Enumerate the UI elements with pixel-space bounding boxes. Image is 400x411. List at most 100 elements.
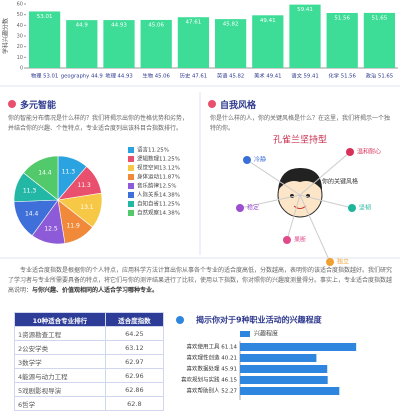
table-cell: 62.97 xyxy=(104,354,165,369)
node-label: 温和耐心 xyxy=(357,148,381,156)
y-tick-label: 喜欢帮助别人 52.27 xyxy=(187,387,238,395)
value-label: 53.01 xyxy=(37,14,53,20)
slice-label: 11.9 xyxy=(66,222,80,229)
bar xyxy=(240,376,328,384)
table-row: 6哲学 62.8 xyxy=(14,396,165,411)
table-cell: 4能源与动力工程 xyxy=(14,368,106,383)
node-dot xyxy=(346,148,354,156)
summary-text: 专业适合度指数是根据你的个人特点，应用科学方法计算出你从事各个专业的适合度高低，… xyxy=(8,267,393,294)
table-cell: 62.8 xyxy=(104,396,165,411)
x-tick-label: 英语 45.82 xyxy=(217,72,244,80)
legend-swatch xyxy=(128,210,134,216)
node-label: 冷静 xyxy=(254,156,266,164)
slice-label: 11.3 xyxy=(62,168,76,175)
x-tick-label: 政治 51.65 xyxy=(366,72,393,80)
legend-label: 语言11.25% xyxy=(137,146,169,154)
section-title: 多元智能 xyxy=(20,101,57,111)
x-tick-label: 语文 59.41 xyxy=(291,72,318,80)
node-dot xyxy=(348,204,356,212)
header-cell: 10种适合专业排行 xyxy=(14,312,106,327)
legend-label: 逻辑数理11.25% xyxy=(137,155,180,163)
pie-slice xyxy=(23,155,59,201)
y-tick-label: 喜欢规划与实践 46.15 xyxy=(181,376,237,384)
legend-swatch xyxy=(128,147,134,153)
major-table: 10种适合专业排行 适合度指数 1资源勘查工程 64.25 2公安学类 63.12 3数学… xyxy=(14,312,165,411)
value-label: 47.61 xyxy=(186,20,202,26)
bar xyxy=(363,12,396,69)
table-cell: 5戏剧影视导演 xyxy=(14,382,106,397)
y-tick-label: 喜欢使用工具 61.14 xyxy=(187,343,238,351)
connector xyxy=(286,194,301,241)
legend-label: 音乐韵律12.5% xyxy=(137,182,176,190)
table-body: 1资源勘查工程 64.25 2公安学类 63.12 3数学学 62.97 4能源与动力工程 6… xyxy=(14,326,165,411)
bar xyxy=(66,20,98,68)
connector xyxy=(239,194,301,209)
table-row: 1资源勘查工程 64.25 xyxy=(14,326,165,341)
value-label: 51.65 xyxy=(372,15,388,21)
y-axis-label: 学科兴趣分数 xyxy=(2,18,10,54)
header-cell: 适合度指数 xyxy=(104,312,165,327)
style-center: 你的关键风格 xyxy=(322,178,358,186)
table-row: 2公安学类 63.12 xyxy=(14,340,165,355)
chart-title: 揭示你对于9种职业活动的兴趣程度 xyxy=(196,315,323,325)
node-dot xyxy=(326,258,334,266)
value-label: 45.06 xyxy=(148,22,164,28)
slice-label: 11.3 xyxy=(77,182,91,189)
value-label: 51.56 xyxy=(334,16,350,22)
node-label: 坚韧 xyxy=(359,204,371,212)
y-tick-label: 10 xyxy=(17,55,23,61)
node-dot xyxy=(236,204,244,212)
connector xyxy=(299,194,331,263)
x-tick-label: 美术 49.41 xyxy=(254,72,281,80)
table-cell: 2公安学类 xyxy=(14,340,106,355)
legend-swatch xyxy=(128,174,134,180)
chart-canvas: 学科兴趣分数 孔雀兰坚持型 你的关键风格 揭示你对于9种职业活动的兴趣程度 0 1… xyxy=(0,2,400,400)
node-label: 独立 xyxy=(337,258,349,266)
slice-label: 11.3 xyxy=(23,187,37,194)
table-cell: 62.96 xyxy=(104,368,165,383)
table-cell: 3数学学 xyxy=(14,354,106,369)
section-text: 你是什么样的人，你的关键风格是什么？在这里，我们将揭示一个独特的你。 xyxy=(210,115,391,132)
slice-label: 13.1 xyxy=(80,204,94,211)
legend-swatch xyxy=(128,156,134,162)
icon xyxy=(8,100,16,108)
slice-label: 14.4 xyxy=(38,170,52,177)
summary: 专业适合度指数是根据你的个人特点，应用科学方法计算出你从事各个专业的适合度高低，… xyxy=(8,266,392,296)
x-tick-label: 生物 45.06 xyxy=(142,72,170,80)
table-cell: 63.12 xyxy=(104,340,165,355)
bar xyxy=(252,15,284,69)
icon xyxy=(176,316,184,324)
table-row: 3数学学 62.97 xyxy=(14,354,165,369)
y-tick-label: 喜欢数据处理 45.91 xyxy=(187,365,238,373)
bar xyxy=(240,354,317,362)
bar xyxy=(240,365,328,373)
table-cell: 1资源勘查工程 xyxy=(14,326,106,341)
table-header: 10种适合专业排行 适合度指数 xyxy=(14,312,165,327)
value-label: 44.93 xyxy=(111,23,127,29)
x-tick-label: 地理 44.93 xyxy=(105,72,132,80)
value-label: 49.41 xyxy=(260,18,276,24)
legend-swatch xyxy=(128,201,134,207)
x-tick-label: 物理 53.01 xyxy=(31,72,58,80)
x-tick-label: geography 44.9 xyxy=(61,74,103,80)
bar xyxy=(240,343,357,351)
node-dot xyxy=(283,236,291,244)
connector xyxy=(299,151,351,196)
slice-label: 14.4 xyxy=(25,211,39,218)
value-label: 44.9 xyxy=(76,23,89,29)
y-tick-label: 40 xyxy=(17,23,23,29)
x-tick-label: 化学 51.56 xyxy=(328,72,356,80)
section-text: 你的智能分布情况是什么样的？我们将揭示出你的性格优势和劣势，并结合你的兴趣、个性… xyxy=(8,115,189,132)
node-dot xyxy=(243,156,251,164)
legend-label: 自知自省11.25% xyxy=(137,200,180,208)
legend-swatch xyxy=(128,192,134,198)
legend-swatch xyxy=(128,183,134,189)
legend-label: 身体运动11.87% xyxy=(137,173,180,181)
bar xyxy=(240,387,340,395)
y-tick-label: 30 xyxy=(17,34,23,40)
legend-label: 自然观察14.38% xyxy=(137,209,180,217)
style-type: 孔雀兰坚持型 xyxy=(273,134,327,146)
connector xyxy=(299,194,353,209)
